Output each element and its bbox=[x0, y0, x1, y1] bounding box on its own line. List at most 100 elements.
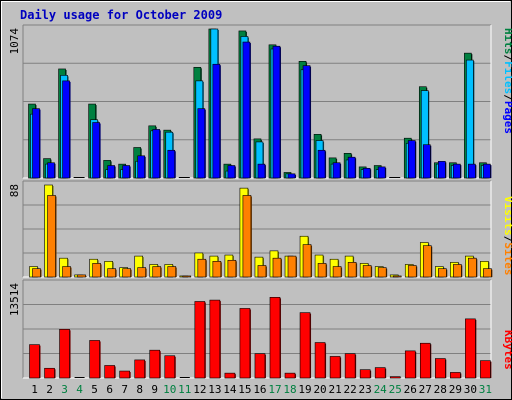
x-tick-label-day-31: 31 bbox=[479, 383, 492, 396]
x-tick-label-day-5: 5 bbox=[91, 383, 98, 396]
bar-sites-day-8 bbox=[137, 267, 147, 278]
bar-pages-day-31 bbox=[483, 163, 491, 179]
x-tick-label-day-21: 21 bbox=[328, 383, 341, 396]
legend-visits-sites: Visits/Sites bbox=[502, 196, 512, 276]
bar-kbytes-day-16 bbox=[254, 353, 266, 379]
x-tick-label-day-14: 14 bbox=[223, 383, 237, 396]
bar-sites-day-28 bbox=[438, 268, 447, 278]
bar-kbytes-day-14 bbox=[224, 372, 236, 379]
bar-kbytes-day-29 bbox=[450, 372, 461, 379]
x-tick-label-day-26: 26 bbox=[404, 383, 417, 396]
bar-pages-day-23 bbox=[362, 167, 371, 179]
bar-pages-day-1 bbox=[32, 108, 40, 179]
legend-item-hits: Hits bbox=[502, 28, 512, 55]
bar-sites-day-18 bbox=[287, 255, 297, 278]
bar-kbytes-day-28 bbox=[435, 358, 446, 379]
bar-sites-day-9 bbox=[152, 266, 162, 278]
bar-kbytes-day-26 bbox=[404, 350, 416, 379]
bar-kbytes-day-9 bbox=[149, 349, 161, 379]
y-max-label: 88 bbox=[8, 184, 21, 197]
bar-sites-day-25 bbox=[392, 275, 402, 278]
bar-kbytes-day-8 bbox=[134, 359, 146, 379]
bar-pages-day-2 bbox=[47, 162, 55, 179]
x-tick-label-day-8: 8 bbox=[136, 383, 143, 396]
bar-sites-day-23 bbox=[362, 265, 372, 278]
x-tick-label-day-2: 2 bbox=[46, 383, 53, 396]
bar-pages-day-8 bbox=[137, 155, 146, 179]
x-tick-label-day-17: 17 bbox=[268, 383, 281, 396]
bar-kbytes-day-23 bbox=[359, 369, 371, 379]
bar-pages-day-29 bbox=[453, 163, 461, 179]
bar-sites-day-30 bbox=[468, 257, 477, 278]
x-tick-label-day-25: 25 bbox=[389, 383, 402, 396]
bar-sites-day-7 bbox=[122, 268, 131, 278]
x-tick-label-day-4: 4 bbox=[76, 383, 83, 396]
bar-pages-day-25 bbox=[393, 177, 401, 178]
x-tick-label-day-18: 18 bbox=[283, 383, 296, 396]
bar-kbytes-day-17 bbox=[269, 297, 281, 379]
bar-sites-day-2 bbox=[47, 195, 56, 278]
legend-item-pages: Pages bbox=[502, 101, 512, 134]
bar-pages-day-30 bbox=[468, 163, 476, 179]
y-max-label: 1074 bbox=[8, 28, 21, 55]
bar-kbytes-day-10 bbox=[164, 355, 176, 379]
bar-sites-day-5 bbox=[92, 263, 101, 278]
bar-files-day-30 bbox=[466, 59, 474, 179]
legend-item-files: Files bbox=[502, 61, 512, 94]
bar-pages-day-27 bbox=[422, 144, 431, 179]
legend-item-kbytes: KBytes bbox=[502, 330, 512, 370]
bar-pages-day-12 bbox=[197, 108, 206, 179]
bar-pages-day-28 bbox=[438, 161, 446, 179]
bar-sites-day-19 bbox=[302, 244, 312, 278]
x-tick-label-day-6: 6 bbox=[106, 383, 113, 396]
legend-hits-files-pages: Hits/Files/Pages bbox=[502, 28, 512, 134]
bar-sites-day-21 bbox=[332, 266, 342, 278]
bar-sites-day-16 bbox=[257, 265, 267, 278]
bar-sites-day-12 bbox=[197, 258, 207, 278]
bar-kbytes-day-3 bbox=[59, 329, 70, 379]
bar-kbytes-day-15 bbox=[239, 308, 251, 379]
bar-kbytes-day-2 bbox=[44, 367, 55, 379]
bar-pages-day-15 bbox=[242, 41, 251, 179]
bar-kbytes-day-31 bbox=[480, 360, 491, 379]
bar-sites-day-1 bbox=[32, 268, 41, 278]
bar-sites-day-22 bbox=[347, 262, 357, 278]
bar-kbytes-day-22 bbox=[344, 353, 356, 379]
bar-pages-day-5 bbox=[92, 122, 100, 179]
legend-item-sites: Sites bbox=[502, 242, 512, 275]
x-tick-label-day-3: 3 bbox=[61, 383, 68, 396]
bar-pages-day-3 bbox=[62, 80, 70, 179]
bar-kbytes-day-21 bbox=[329, 356, 341, 379]
bar-sites-day-11 bbox=[182, 275, 192, 278]
bar-sites-day-26 bbox=[407, 265, 417, 278]
x-tick-label-day-29: 29 bbox=[449, 383, 462, 396]
bar-kbytes-day-25 bbox=[389, 376, 401, 379]
bar-pages-day-7 bbox=[122, 165, 130, 179]
bar-sites-day-20 bbox=[317, 263, 327, 278]
legend-kbytes: KBytes bbox=[502, 330, 512, 370]
bar-kbytes-day-11 bbox=[179, 377, 190, 378]
bar-kbytes-day-18 bbox=[284, 372, 296, 379]
bar-pages-day-21 bbox=[332, 162, 341, 179]
x-tick-label-day-19: 19 bbox=[298, 383, 311, 396]
bar-kbytes-day-4 bbox=[74, 377, 85, 378]
bar-pages-day-4 bbox=[77, 177, 85, 178]
chart-title: Daily usage for October 2009 bbox=[20, 8, 222, 22]
bar-pages-day-9 bbox=[152, 129, 161, 179]
bar-pages-day-17 bbox=[272, 45, 281, 179]
bar-kbytes-day-13 bbox=[209, 299, 221, 379]
bar-pages-day-14 bbox=[227, 165, 236, 179]
bar-sites-day-27 bbox=[422, 245, 432, 278]
bar-kbytes-day-5 bbox=[89, 340, 100, 379]
bar-sites-day-24 bbox=[377, 267, 387, 278]
legend-separator: / bbox=[502, 236, 512, 243]
x-tick-label-day-28: 28 bbox=[434, 383, 447, 396]
bar-sites-day-31 bbox=[483, 268, 492, 278]
bar-pages-day-10 bbox=[167, 149, 176, 179]
bar-kbytes-day-19 bbox=[299, 312, 311, 379]
bar-sites-day-4 bbox=[77, 274, 86, 278]
x-tick-label-day-10: 10 bbox=[163, 383, 176, 396]
bar-pages-day-6 bbox=[107, 165, 115, 179]
bar-kbytes-day-6 bbox=[104, 365, 115, 379]
